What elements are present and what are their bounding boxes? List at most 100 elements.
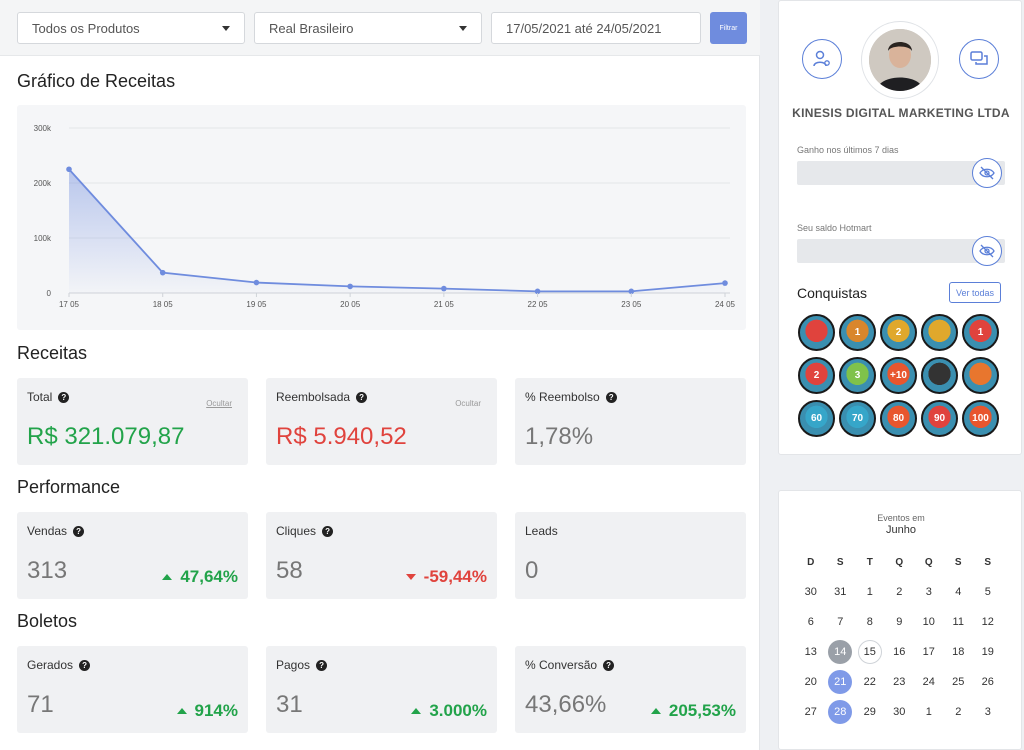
- calendar-day[interactable]: 31: [826, 577, 856, 607]
- calendar-day[interactable]: 2: [885, 577, 915, 607]
- calendar-day[interactable]: 28: [826, 697, 856, 727]
- calendar-day-number: 25: [952, 676, 965, 688]
- date-range-input[interactable]: 17/05/2021 até 24/05/2021: [491, 12, 701, 44]
- calendar-day[interactable]: 12: [973, 607, 1003, 637]
- help-icon[interactable]: ?: [322, 525, 334, 537]
- calendar-day[interactable]: 4: [944, 577, 974, 607]
- calendar-day[interactable]: 29: [855, 697, 885, 727]
- achievement-badge-icon[interactable]: 100: [962, 400, 999, 437]
- toggle-earnings-visibility[interactable]: [972, 158, 1002, 188]
- account-settings-button[interactable]: [802, 39, 842, 79]
- currency-select[interactable]: Real Brasileiro: [254, 12, 482, 44]
- calendar-day[interactable]: 19: [973, 637, 1003, 667]
- see-all-achievements-button[interactable]: Ver todas: [949, 282, 1001, 303]
- achievement-badge-icon[interactable]: [921, 314, 958, 351]
- main-dashboard: Todos os Produtos Real Brasileiro 17/05/…: [0, 0, 760, 750]
- arrow-up-icon: [162, 574, 173, 580]
- hide-refund-link[interactable]: Ocultar: [455, 399, 481, 408]
- calendar-day[interactable]: 7: [826, 607, 856, 637]
- arrow-down-icon: [405, 574, 416, 580]
- generated-delta: 914%: [176, 701, 238, 721]
- achievement-badge-icon[interactable]: [962, 357, 999, 394]
- calendar-day[interactable]: 30: [796, 577, 826, 607]
- calendar-day[interactable]: 1: [855, 577, 885, 607]
- messages-button[interactable]: [959, 39, 999, 79]
- help-icon[interactable]: ?: [603, 659, 615, 671]
- leads-label-row: Leads: [525, 524, 558, 538]
- data-point: [722, 280, 728, 286]
- help-icon[interactable]: ?: [316, 659, 328, 671]
- clicks-label: Cliques: [276, 524, 317, 538]
- avatar[interactable]: [869, 29, 931, 91]
- achievement-badge-icon[interactable]: [921, 357, 958, 394]
- achievements-title: Conquistas: [797, 285, 868, 301]
- calendar-day[interactable]: 17: [914, 637, 944, 667]
- achievement-badge-icon[interactable]: 3: [839, 357, 876, 394]
- calendar-day[interactable]: 2: [944, 697, 974, 727]
- paid-label-row: Pagos?: [276, 658, 328, 672]
- calendar-day[interactable]: 27: [796, 697, 826, 727]
- achievement-badge-icon[interactable]: 80: [880, 400, 917, 437]
- achievement-badges: 1 2 1 2 3 +10 60 70 80 90 100: [798, 314, 1004, 437]
- calendar-day[interactable]: 21: [826, 667, 856, 697]
- conversion-card: % Conversão? 43,66% 205,53%: [515, 646, 746, 733]
- data-point: [347, 283, 353, 290]
- calendar-day[interactable]: 8: [855, 607, 885, 637]
- total-revenue-card: Total? Ocultar R$ 321.079,87: [17, 378, 248, 465]
- product-select[interactable]: Todos os Produtos: [17, 12, 245, 44]
- achievement-badge-icon[interactable]: 60: [798, 400, 835, 437]
- chevron-down-icon: [459, 25, 467, 31]
- calendar-day[interactable]: 6: [796, 607, 826, 637]
- achievement-badge-icon[interactable]: 2: [798, 357, 835, 394]
- help-icon[interactable]: ?: [73, 525, 85, 537]
- x-tick-label: 23 05: [621, 300, 642, 309]
- total-revenue-label-row: Total?: [27, 390, 70, 404]
- calendar-month: Junho: [886, 524, 916, 536]
- hide-total-link[interactable]: Ocultar: [206, 399, 232, 408]
- calendar-day[interactable]: 5: [973, 577, 1003, 607]
- achievement-badge-icon[interactable]: [798, 314, 835, 351]
- calendar-day[interactable]: 11: [944, 607, 974, 637]
- calendar-day-number: 14: [828, 640, 853, 664]
- help-icon[interactable]: ?: [79, 659, 91, 671]
- x-tick-label: 18 05: [153, 300, 174, 309]
- calendar-day[interactable]: 26: [973, 667, 1003, 697]
- calendar-day[interactable]: 3: [973, 697, 1003, 727]
- sales-value: 313: [27, 557, 68, 584]
- y-tick-label: 200k: [34, 179, 52, 188]
- help-icon[interactable]: ?: [58, 391, 70, 403]
- help-icon[interactable]: ?: [605, 391, 617, 403]
- calendar-day[interactable]: 30: [885, 697, 915, 727]
- calendar-day[interactable]: 16: [885, 637, 915, 667]
- achievement-badge-icon[interactable]: 2: [880, 314, 917, 351]
- filter-button[interactable]: Filtrar: [710, 12, 747, 44]
- achievement-badge-icon[interactable]: 1: [839, 314, 876, 351]
- refund-value: R$ 5.940,52: [276, 423, 407, 450]
- achievement-badge-icon[interactable]: 70: [839, 400, 876, 437]
- calendar-day[interactable]: 1: [914, 697, 944, 727]
- clicks-delta-value: -59,44%: [423, 567, 487, 586]
- calendar-day[interactable]: 23: [885, 667, 915, 697]
- calendar-day[interactable]: 14: [826, 637, 856, 667]
- achievement-badge-icon[interactable]: +10: [880, 357, 917, 394]
- leads-label: Leads: [525, 524, 558, 538]
- calendar-day[interactable]: 20: [796, 667, 826, 697]
- calendar-subtitle: Eventos em: [877, 513, 925, 523]
- calendar-day[interactable]: 9: [885, 607, 915, 637]
- toggle-balance-visibility[interactable]: [972, 236, 1002, 266]
- chevron-down-icon: [222, 25, 230, 31]
- calendar-day[interactable]: 10: [914, 607, 944, 637]
- calendar-day[interactable]: 13: [796, 637, 826, 667]
- calendar-day[interactable]: 18: [944, 637, 974, 667]
- calendar-day[interactable]: 24: [914, 667, 944, 697]
- calendar-day-number: 6: [807, 616, 814, 628]
- calendar-day[interactable]: 25: [944, 667, 974, 697]
- paid-label: Pagos: [276, 658, 311, 672]
- calendar-day[interactable]: 15: [855, 637, 885, 667]
- calendar-day[interactable]: 3: [914, 577, 944, 607]
- achievement-badge-icon[interactable]: 90: [921, 400, 958, 437]
- help-icon[interactable]: ?: [356, 391, 368, 403]
- achievement-badge-icon[interactable]: 1: [962, 314, 999, 351]
- x-tick-label: 17 05: [59, 300, 80, 309]
- calendar-day[interactable]: 22: [855, 667, 885, 697]
